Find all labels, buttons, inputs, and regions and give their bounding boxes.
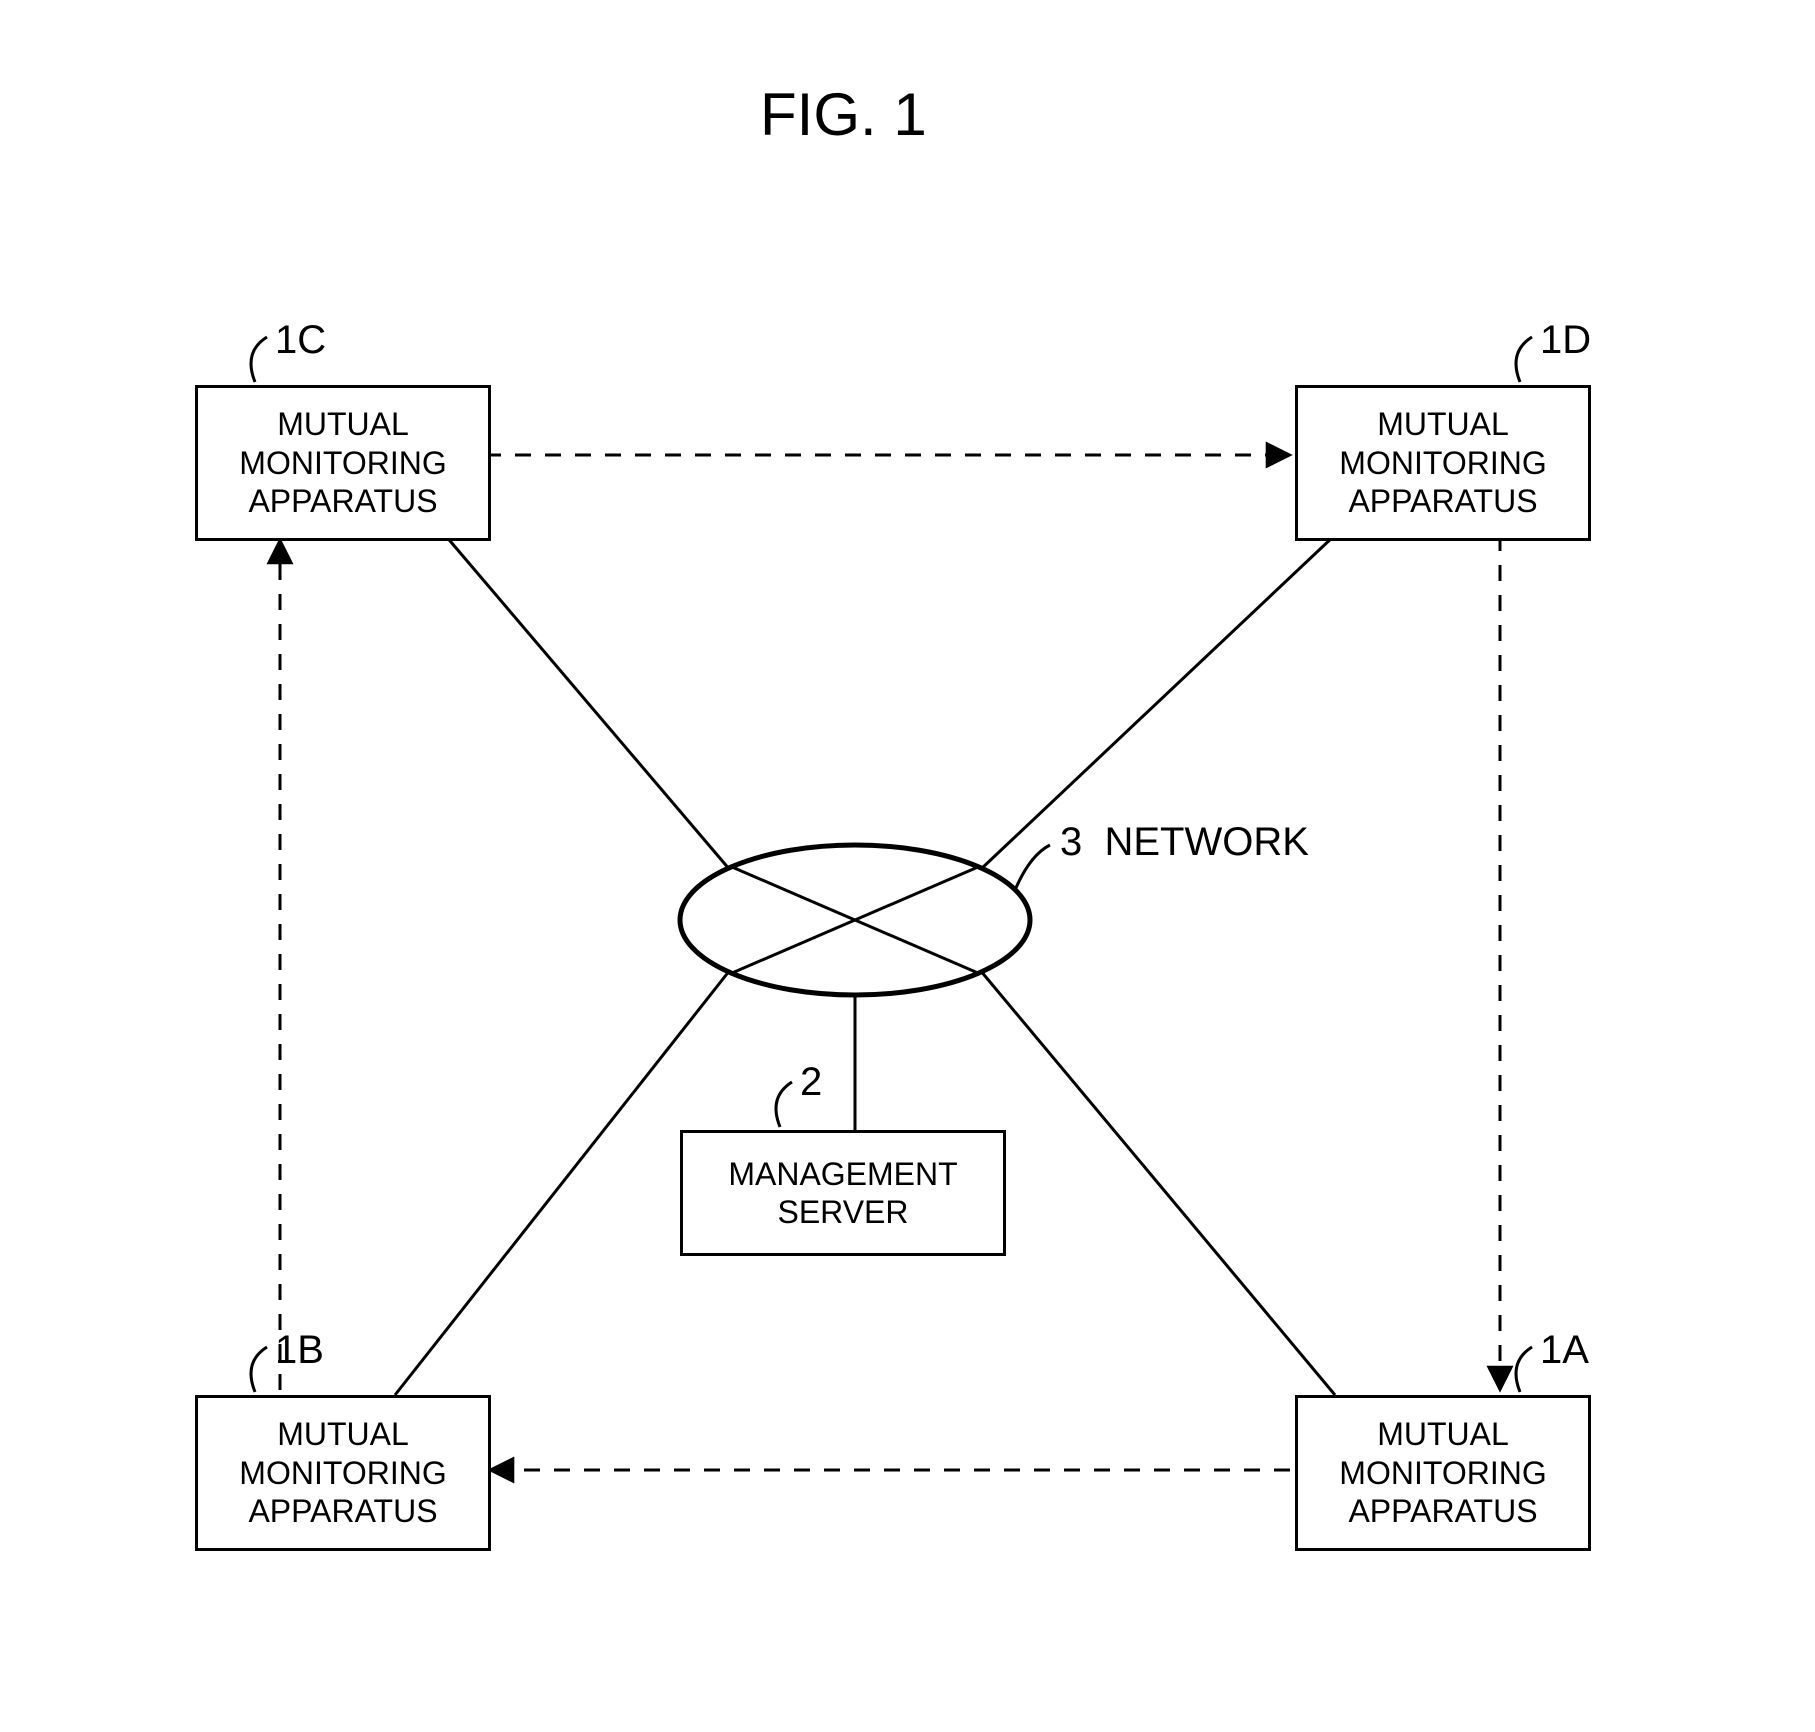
- edge-net-a: [980, 970, 1335, 1395]
- lead-3: [1015, 845, 1050, 890]
- lead-2: [776, 1082, 792, 1127]
- label-2: 2: [800, 1060, 822, 1105]
- lead-1d: [1516, 337, 1532, 382]
- label-1b: 1B: [275, 1328, 324, 1373]
- label-3: 3 NETWORK: [1060, 820, 1309, 865]
- edge-net-c: [445, 535, 730, 870]
- node-1d: MUTUAL MONITORING APPARATUS: [1295, 385, 1591, 541]
- label-1d: 1D: [1540, 318, 1591, 363]
- node-1b: MUTUAL MONITORING APPARATUS: [195, 1395, 491, 1551]
- lead-1a: [1516, 1347, 1532, 1392]
- label-1c: 1C: [275, 318, 326, 363]
- lead-1c: [251, 337, 267, 382]
- node-server: MANAGEMENT SERVER: [680, 1130, 1006, 1256]
- label-3-text: NETWORK: [1104, 820, 1308, 864]
- label-1a: 1A: [1540, 1328, 1589, 1373]
- lead-1b: [251, 1347, 267, 1392]
- node-1a: MUTUAL MONITORING APPARATUS: [1295, 1395, 1591, 1551]
- diagram-canvas: FIG. 1: [0, 0, 1815, 1732]
- node-1c: MUTUAL MONITORING APPARATUS: [195, 385, 491, 541]
- label-3-id: 3: [1060, 820, 1082, 864]
